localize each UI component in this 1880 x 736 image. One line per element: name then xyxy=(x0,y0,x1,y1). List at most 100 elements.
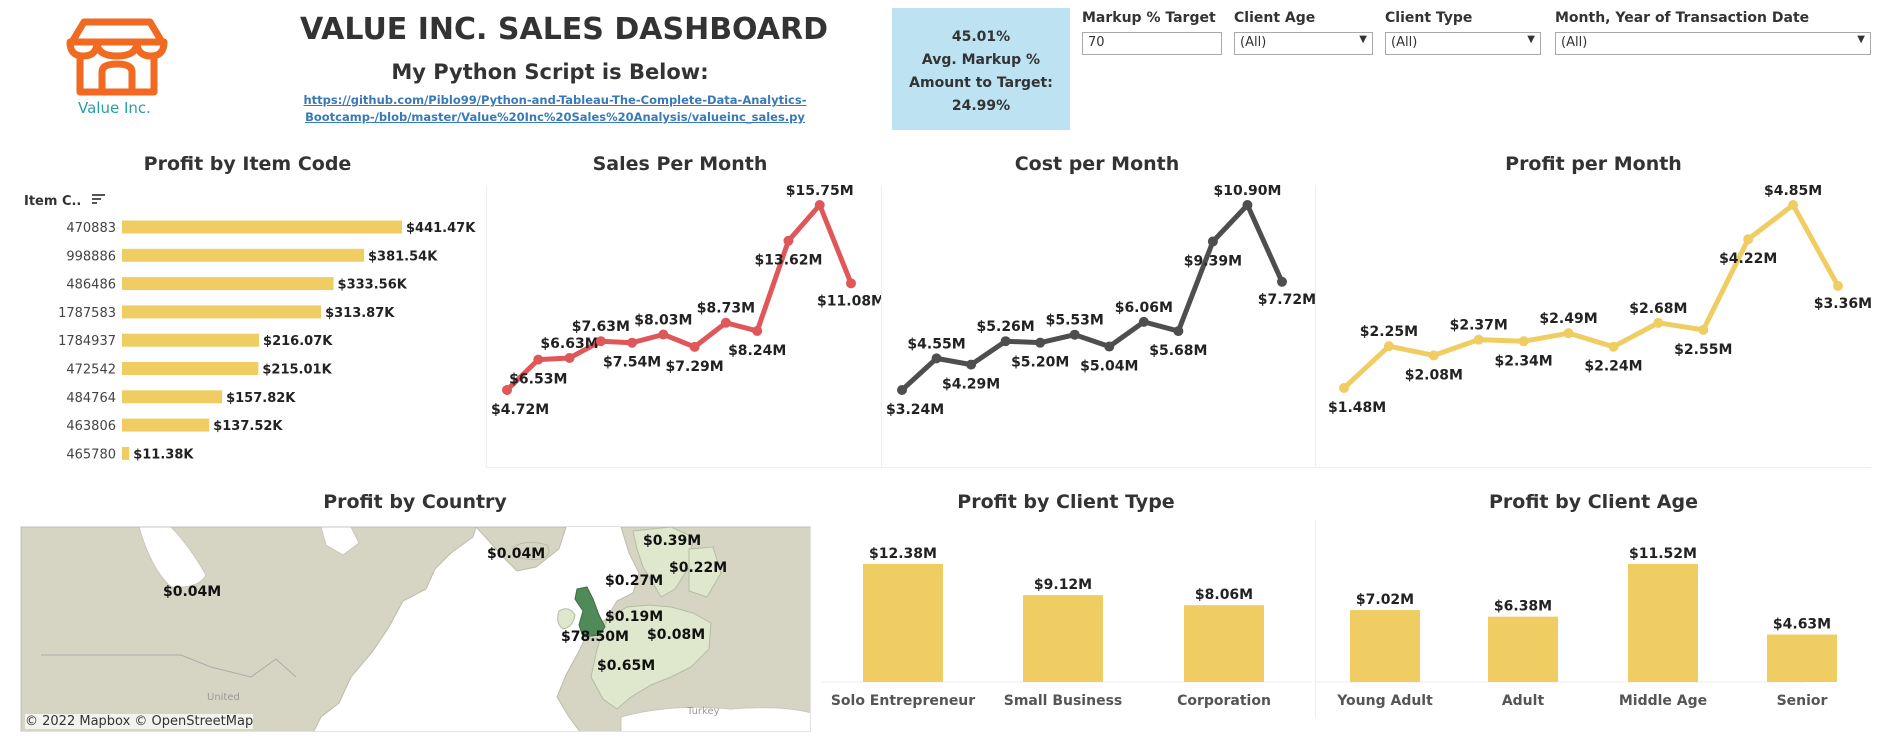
item-bar-value: $11.38K xyxy=(133,447,194,462)
sales-point[interactable] xyxy=(783,235,794,246)
sales-point-label: $6.53M xyxy=(509,372,567,388)
sales-point[interactable] xyxy=(846,278,856,289)
sales-chart-title: Sales Per Month xyxy=(592,153,768,175)
map-canvas[interactable]: $0.04M $0.04M $0.39M $0.22M $0.27M $0.19… xyxy=(21,527,811,732)
iceland-profit: $0.04M xyxy=(487,546,545,562)
cost-point[interactable] xyxy=(1277,276,1287,287)
profit-point[interactable] xyxy=(1608,341,1619,352)
cost-point[interactable] xyxy=(897,385,907,395)
sales-point[interactable] xyxy=(533,354,544,365)
cage-bar[interactable] xyxy=(1628,564,1698,682)
cage-bar[interactable] xyxy=(1767,634,1837,682)
ctype-bar[interactable] xyxy=(1184,605,1264,682)
sales-point[interactable] xyxy=(689,341,700,352)
item-bar[interactable] xyxy=(122,362,259,375)
client-age-selected: (All) xyxy=(1240,35,1267,50)
logo-text: Value Inc. xyxy=(78,99,151,117)
cost-point[interactable] xyxy=(966,359,977,370)
item-code-header-label: Item C.. xyxy=(24,194,82,209)
profit-point[interactable] xyxy=(1339,383,1349,393)
cost-point[interactable] xyxy=(1138,316,1149,327)
profit-point[interactable] xyxy=(1653,317,1664,328)
cage-bar[interactable] xyxy=(1488,616,1558,682)
profit-point[interactable] xyxy=(1833,280,1843,291)
sales-point-label: $7.54M xyxy=(603,355,661,371)
profit-chart-title: Profit per Month xyxy=(1505,153,1682,175)
script-link-line1[interactable]: https://github.com/Piblo99/Python-and-Ta… xyxy=(303,93,807,107)
month-dropdown[interactable]: (All) ▼ xyxy=(1555,32,1871,55)
profit-point[interactable] xyxy=(1743,234,1754,245)
profit-point-label: $4.22M xyxy=(1719,251,1777,267)
map-copyright[interactable]: © 2022 Mapbox © OpenStreetMap xyxy=(25,714,254,729)
ctype-category-label: Small Business xyxy=(1004,693,1123,709)
script-link-line2[interactable]: Bootcamp-/blob/master/Value%20Inc%20Sale… xyxy=(305,110,805,124)
profit-point[interactable] xyxy=(1383,341,1394,352)
profit-point[interactable] xyxy=(1428,350,1439,361)
item-code-label: 463806 xyxy=(66,419,116,434)
cost-point[interactable] xyxy=(931,353,942,364)
client-type-filter-label: Client Type xyxy=(1385,10,1473,26)
profit-point[interactable] xyxy=(1518,336,1529,347)
cage-category-label: Middle Age xyxy=(1619,693,1707,709)
cost-point[interactable] xyxy=(1173,326,1184,337)
kpi-target-label: Amount to Target: xyxy=(909,75,1053,91)
germany-profit: $0.19M xyxy=(605,609,663,625)
profit-map[interactable]: $0.04M $0.04M $0.39M $0.22M $0.27M $0.19… xyxy=(20,526,811,732)
client-age-dropdown[interactable]: (All) ▼ xyxy=(1234,32,1373,55)
cost-point-label: $7.72M xyxy=(1258,292,1315,308)
item-bar[interactable] xyxy=(122,446,130,460)
markup-target-input[interactable]: 70 xyxy=(1082,32,1222,55)
item-bar[interactable] xyxy=(122,248,364,262)
cost-point-label: $5.26M xyxy=(977,319,1035,335)
cost-point[interactable] xyxy=(1000,336,1011,347)
item-code-header[interactable]: Item C.. xyxy=(24,194,105,209)
sales-point[interactable] xyxy=(595,336,606,347)
ctype-category-label: Corporation xyxy=(1177,693,1271,709)
sales-point[interactable] xyxy=(627,337,638,348)
item-bar[interactable] xyxy=(122,390,223,404)
finland-profit: $0.22M xyxy=(669,560,727,576)
sales-point[interactable] xyxy=(564,352,575,363)
sales-point[interactable] xyxy=(720,317,731,328)
scandinavia-countries xyxy=(632,527,694,598)
cage-category-label: Senior xyxy=(1777,693,1828,709)
item-bar[interactable] xyxy=(122,277,334,291)
item-bar[interactable] xyxy=(122,220,402,234)
sales-point-label: $15.75M xyxy=(786,185,854,199)
cage-bar[interactable] xyxy=(1350,610,1420,682)
profit-point[interactable] xyxy=(1698,324,1709,335)
ctype-bar[interactable] xyxy=(863,564,943,682)
profit-point[interactable] xyxy=(1473,334,1484,345)
cage-category-label: Adult xyxy=(1502,693,1545,709)
item-bar-value: $381.54K xyxy=(368,249,438,264)
script-link[interactable]: https://github.com/Piblo99/Python-and-Ta… xyxy=(300,92,810,126)
profit-point-label: $1.48M xyxy=(1328,400,1386,416)
item-bar[interactable] xyxy=(122,305,322,319)
cost-point[interactable] xyxy=(1035,337,1046,348)
ctype-bar[interactable] xyxy=(1023,595,1103,682)
sales-point-label: $4.72M xyxy=(491,402,549,418)
sales-point[interactable] xyxy=(658,329,669,340)
cost-point-label: $5.04M xyxy=(1080,359,1138,375)
client-type-dropdown[interactable]: (All) ▼ xyxy=(1385,32,1541,55)
cost-point[interactable] xyxy=(1104,341,1115,352)
canada-profit: $0.04M xyxy=(163,584,221,600)
sort-icon[interactable] xyxy=(91,194,105,209)
item-bar[interactable] xyxy=(122,418,210,432)
cost-point[interactable] xyxy=(1242,200,1253,210)
profit-point[interactable] xyxy=(1788,200,1799,210)
client-type-bar-chart: $12.38M Solo Entrepreneur $9.12M Small Busi… xyxy=(822,546,1312,709)
month-filter-label: Month, Year of Transaction Date xyxy=(1555,10,1810,26)
profit-point-label: $2.49M xyxy=(1539,311,1597,327)
sales-point[interactable] xyxy=(502,385,512,395)
sales-point[interactable] xyxy=(814,200,825,210)
cost-point[interactable] xyxy=(1207,236,1218,247)
kpi-target-value: 24.99% xyxy=(951,98,1011,114)
cost-point[interactable] xyxy=(1069,329,1080,340)
sales-point[interactable] xyxy=(752,325,763,336)
divider xyxy=(486,185,487,467)
item-bar[interactable] xyxy=(122,333,260,347)
profit-point-label: $2.37M xyxy=(1450,318,1508,334)
item-bar-value: $216.07K xyxy=(263,334,333,349)
profit-point[interactable] xyxy=(1563,328,1574,339)
